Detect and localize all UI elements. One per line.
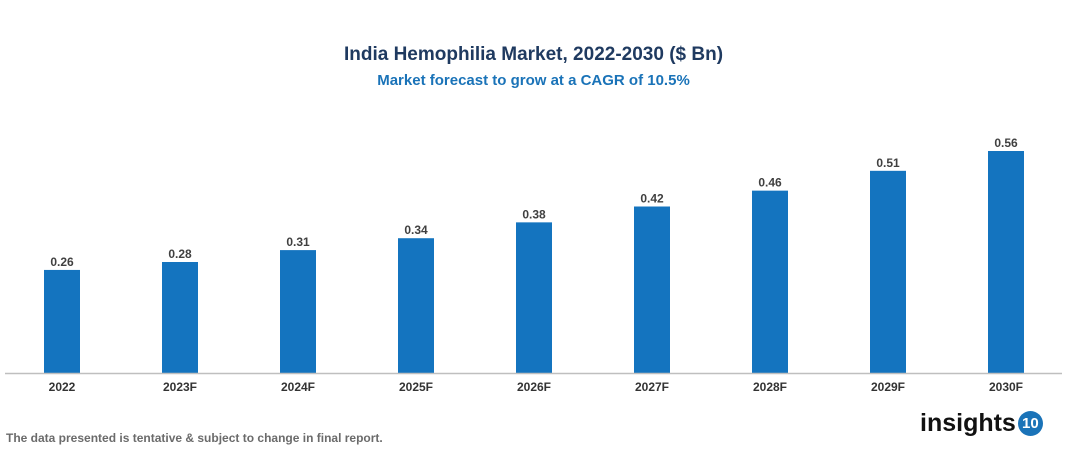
bar <box>634 206 670 373</box>
chart-subtitle: Market forecast to grow at a CAGR of 10.… <box>377 72 690 89</box>
bar <box>988 151 1024 373</box>
bar <box>516 222 552 373</box>
bar <box>870 170 906 373</box>
insights10-logo: insights 10 <box>920 409 1043 438</box>
data-label: 0.28 <box>168 247 192 261</box>
data-label: 0.38 <box>522 207 546 221</box>
data-label: 0.51 <box>876 156 900 170</box>
x-tick-label: 2030F <box>989 380 1023 394</box>
data-label: 0.26 <box>50 255 74 269</box>
x-tick-label: 2029F <box>871 380 905 394</box>
bar <box>44 269 80 373</box>
bar <box>752 190 788 373</box>
x-tick-label: 2024F <box>281 380 315 394</box>
chart-title: India Hemophilia Market, 2022-2030 ($ Bn… <box>343 44 724 65</box>
x-tick-label: 2026F <box>517 380 551 394</box>
x-tick-label: 2023F <box>163 380 197 394</box>
data-label: 0.46 <box>758 176 782 190</box>
data-label: 0.56 <box>994 136 1018 150</box>
x-tick-label: 2025F <box>399 380 433 394</box>
data-label: 0.42 <box>640 192 664 206</box>
data-label: 0.34 <box>404 223 428 237</box>
bar <box>398 238 434 373</box>
logo-text: insights <box>920 409 1016 437</box>
x-tick-label: 2028F <box>753 380 787 394</box>
data-label: 0.31 <box>286 235 310 249</box>
x-tick-label: 2027F <box>635 380 669 394</box>
x-tick-label: 2022 <box>49 380 76 394</box>
bar <box>280 250 316 373</box>
bar <box>162 262 198 373</box>
footnote: The data presented is tentative & subjec… <box>6 431 383 445</box>
logo-badge: 10 <box>1017 411 1043 436</box>
